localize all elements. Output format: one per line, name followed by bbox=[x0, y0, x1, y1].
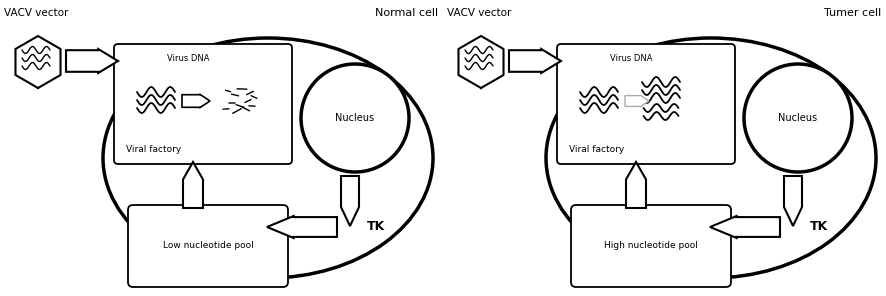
FancyBboxPatch shape bbox=[128, 205, 288, 287]
Ellipse shape bbox=[546, 38, 876, 278]
Text: Nucleus: Nucleus bbox=[779, 113, 818, 123]
FancyBboxPatch shape bbox=[571, 205, 731, 287]
Polygon shape bbox=[784, 176, 802, 226]
FancyBboxPatch shape bbox=[557, 44, 735, 164]
Text: Virus DNA: Virus DNA bbox=[167, 54, 209, 63]
Circle shape bbox=[301, 64, 409, 172]
Circle shape bbox=[744, 64, 852, 172]
Text: VACV vector: VACV vector bbox=[447, 8, 511, 18]
Ellipse shape bbox=[103, 38, 433, 278]
Text: Normal cell: Normal cell bbox=[375, 8, 438, 18]
Text: TK: TK bbox=[367, 221, 385, 234]
Polygon shape bbox=[182, 94, 210, 108]
Polygon shape bbox=[341, 176, 359, 226]
Polygon shape bbox=[710, 216, 780, 238]
Text: Viral factory: Viral factory bbox=[569, 145, 625, 154]
Polygon shape bbox=[625, 95, 649, 107]
Text: Virus DNA: Virus DNA bbox=[610, 54, 652, 63]
Text: Nucleus: Nucleus bbox=[336, 113, 375, 123]
Polygon shape bbox=[66, 49, 118, 73]
FancyBboxPatch shape bbox=[114, 44, 292, 164]
Text: TK: TK bbox=[810, 221, 828, 234]
Polygon shape bbox=[626, 162, 646, 208]
Text: Tumer cell: Tumer cell bbox=[824, 8, 881, 18]
Text: Viral factory: Viral factory bbox=[126, 145, 182, 154]
Polygon shape bbox=[509, 49, 561, 73]
Text: Low nucleotide pool: Low nucleotide pool bbox=[163, 242, 253, 250]
Text: VACV vector: VACV vector bbox=[4, 8, 68, 18]
Polygon shape bbox=[183, 162, 203, 208]
Polygon shape bbox=[267, 216, 337, 238]
Text: High nucleotide pool: High nucleotide pool bbox=[604, 242, 698, 250]
